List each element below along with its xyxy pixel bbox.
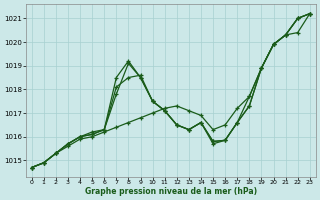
X-axis label: Graphe pression niveau de la mer (hPa): Graphe pression niveau de la mer (hPa) — [85, 187, 257, 196]
